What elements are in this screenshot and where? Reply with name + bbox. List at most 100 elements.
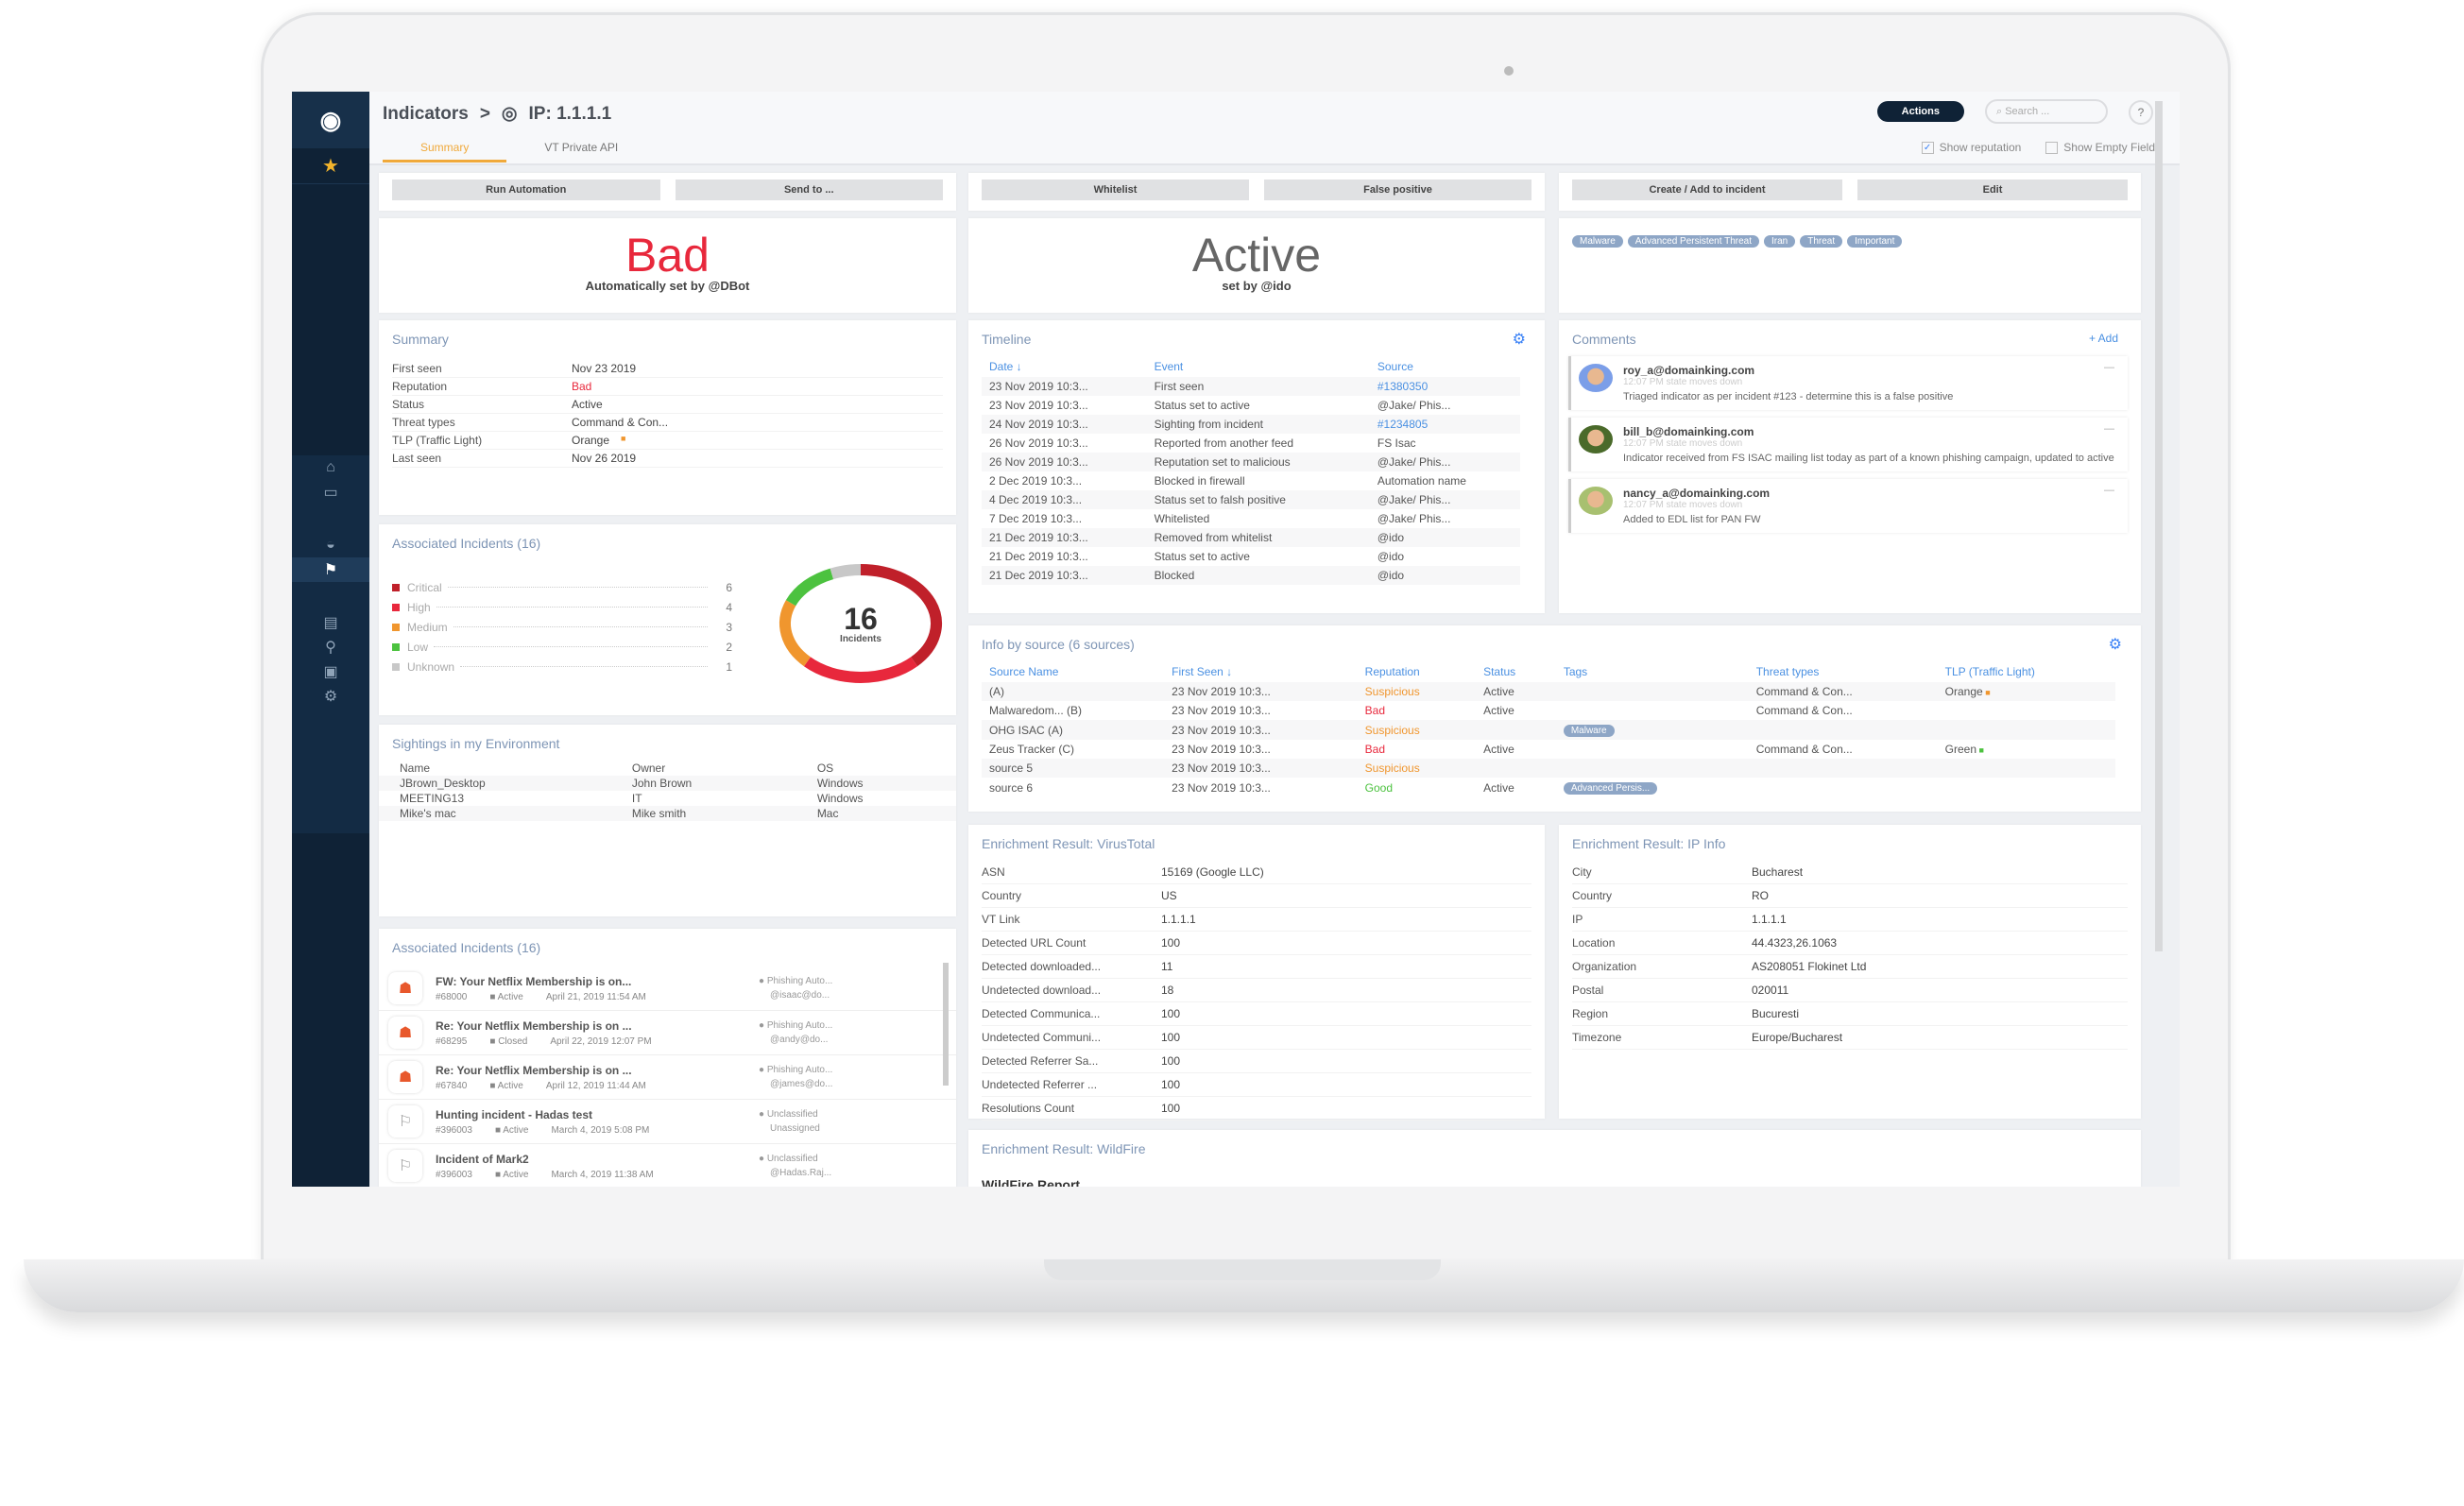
column-header[interactable]: TLP (Traffic Light) xyxy=(1944,665,2035,678)
incidents-icon[interactable]: ◒ xyxy=(326,537,335,553)
incident-name[interactable]: Hunting incident - Hadas test xyxy=(436,1107,593,1121)
column-header[interactable]: Source xyxy=(1377,360,1413,373)
show-empty-fields-checkbox[interactable]: Show Empty Fields xyxy=(2045,141,2161,155)
table-row[interactable]: Mike's mac Mike smith Mac xyxy=(379,806,956,821)
edit-button[interactable]: Edit xyxy=(1857,180,2128,200)
tag[interactable]: Advanced Persistent Threat xyxy=(1627,235,1760,248)
donut-segment-unknown[interactable] xyxy=(830,564,862,580)
comment-user[interactable]: roy_a@domainking.com xyxy=(1623,364,1755,377)
search-input[interactable]: ⌕ Search ... xyxy=(1985,99,2108,124)
table-row[interactable]: Malwaredom... (B) 23 Nov 2019 10:3... Bad A… xyxy=(982,701,2115,720)
incident-name[interactable]: Incident of Mark2 xyxy=(436,1152,529,1166)
help-button[interactable]: ? xyxy=(2129,100,2153,125)
table-row[interactable]: 21 Dec 2019 10:3... Blocked @ido xyxy=(982,566,1520,585)
column-header[interactable]: Event xyxy=(1154,360,1184,373)
legend-item[interactable]: Unknown 1 xyxy=(392,657,732,676)
tab-vt-private-api[interactable]: VT Private API xyxy=(544,141,619,154)
incident-item[interactable]: ⚐ Incident of Mark2 #396003 ■ Active March 4… xyxy=(379,1144,956,1187)
legend-item[interactable]: Critical 6 xyxy=(392,577,732,597)
table-row[interactable]: 26 Nov 2019 10:3... Reputation set to mal… xyxy=(982,453,1520,471)
tag[interactable]: Iran xyxy=(1764,235,1796,248)
integrations-icon[interactable]: ▣ xyxy=(323,664,338,680)
table-cell: @Jake/ Phis... xyxy=(1369,490,1520,509)
create-add-incident-button[interactable]: Create / Add to incident xyxy=(1572,180,1842,200)
home-icon[interactable]: ⌂ xyxy=(326,459,335,475)
donut-segment-critical[interactable] xyxy=(860,564,942,667)
add-comment-button[interactable]: + Add xyxy=(2088,332,2118,345)
tag[interactable]: Threat xyxy=(1800,235,1843,248)
comment-menu-icon[interactable]: — xyxy=(2104,362,2114,373)
table-row[interactable]: 7 Dec 2019 10:3... Whitelisted @Jake/ Phis… xyxy=(982,509,1520,528)
incident-name[interactable]: FW: Your Netflix Membership is on... xyxy=(436,974,632,988)
comment-user[interactable]: bill_b@domainking.com xyxy=(1623,425,1754,438)
donut-segment-low[interactable] xyxy=(785,568,834,607)
settings-icon[interactable]: ⚙ xyxy=(323,689,338,705)
incident-name[interactable]: Re: Your Netflix Membership is on ... xyxy=(436,1063,632,1077)
table-row[interactable]: JBrown_Desktop John Brown Windows xyxy=(379,776,956,791)
column-header[interactable]: Status xyxy=(1483,665,1516,678)
source-settings-icon[interactable]: ⚙ xyxy=(2108,637,2122,653)
column-header[interactable]: Owner xyxy=(631,762,666,775)
tag[interactable]: Malware xyxy=(1572,235,1623,248)
table-cell: Malware xyxy=(1555,720,1749,740)
tag[interactable]: Malware xyxy=(1563,725,1615,737)
dashboard-icon[interactable]: ▭ xyxy=(323,485,338,501)
table-row[interactable]: (A) 23 Nov 2019 10:3... Suspicious Active Co… xyxy=(982,682,2115,701)
legend-item[interactable]: Medium 3 xyxy=(392,617,732,637)
incident-item[interactable]: ☗ FW: Your Netflix Membership is on... #68… xyxy=(379,967,956,1011)
table-row[interactable]: 21 Dec 2019 10:3... Removed from whitelis… xyxy=(982,528,1520,547)
table-row[interactable]: MEETING13 IT Windows xyxy=(379,791,956,806)
incident-item[interactable]: ☗ Re: Your Netflix Membership is on ... #6… xyxy=(379,1011,956,1055)
column-header[interactable]: Reputation xyxy=(1364,665,1420,678)
table-cell: 23 Nov 2019 10:3... xyxy=(1172,743,1271,756)
table-row[interactable]: source 6 23 Nov 2019 10:3... Good Active Adv… xyxy=(982,778,2115,797)
tag[interactable]: Important xyxy=(1847,235,1903,248)
column-header[interactable]: Name xyxy=(400,762,431,775)
comment-menu-icon[interactable]: — xyxy=(2104,423,2114,435)
table-cell: (A) xyxy=(982,682,1165,701)
table-row[interactable]: 23 Nov 2019 10:3... Status set to active @… xyxy=(982,396,1520,415)
page-scrollbar[interactable] xyxy=(2155,101,2163,951)
tag[interactable]: Advanced Persis... xyxy=(1563,782,1658,795)
comment-user[interactable]: nancy_a@domainking.com xyxy=(1623,487,1771,500)
table-row[interactable]: 26 Nov 2019 10:3... Reported from another… xyxy=(982,434,1520,453)
incident-item[interactable]: ☗ Re: Your Netflix Membership is on ... #6… xyxy=(379,1055,956,1100)
field-row: IP 1.1.1.1 xyxy=(1572,908,2128,932)
incidents-scrollbar[interactable] xyxy=(943,963,949,1086)
column-header[interactable]: Date ↓ xyxy=(989,360,1022,373)
table-row[interactable]: 2 Dec 2019 10:3... Blocked in firewall Aut… xyxy=(982,471,1520,490)
actions-button[interactable]: Actions xyxy=(1876,101,1964,122)
whitelist-button[interactable]: Whitelist xyxy=(982,180,1249,200)
breadcrumb-indicators[interactable]: Indicators xyxy=(383,103,469,124)
table-row[interactable]: source 5 23 Nov 2019 10:3... Suspicious xyxy=(982,759,2115,778)
jobs-icon[interactable]: ▤ xyxy=(323,615,338,631)
table-row[interactable]: 21 Dec 2019 10:3... Status set to active @… xyxy=(982,547,1520,566)
false-positive-button[interactable]: False positive xyxy=(1264,180,1531,200)
tab-summary[interactable]: Summary xyxy=(383,137,507,163)
playbooks-icon[interactable]: ⚲ xyxy=(325,640,336,656)
send-to-button[interactable]: Send to ... xyxy=(675,180,943,200)
donut-segment-high[interactable] xyxy=(803,657,918,683)
legend-item[interactable]: High 4 xyxy=(392,597,732,617)
star-icon[interactable]: ★ xyxy=(292,148,369,184)
legend-item[interactable]: Low 2 xyxy=(392,637,732,657)
column-header[interactable]: First Seen ↓ xyxy=(1172,665,1233,678)
donut-segment-medium[interactable] xyxy=(779,600,812,667)
table-row[interactable]: Zeus Tracker (C) 23 Nov 2019 10:3... Bad Ac… xyxy=(982,740,2115,759)
incident-name[interactable]: Re: Your Netflix Membership is on ... xyxy=(436,1018,632,1033)
run-automation-button[interactable]: Run Automation xyxy=(392,180,660,200)
column-header[interactable]: Tags xyxy=(1563,665,1588,678)
column-header[interactable]: Threat types xyxy=(1755,665,1820,678)
incident-item[interactable]: ⚐ Hunting incident - Hadas test #396003 ■ A… xyxy=(379,1100,956,1144)
timeline-settings-icon[interactable]: ⚙ xyxy=(1512,332,1526,348)
table-row[interactable]: 4 Dec 2019 10:3... Status set to falsh po… xyxy=(982,490,1520,509)
logo-icon[interactable]: ◉ xyxy=(292,92,369,148)
comment-menu-icon[interactable]: — xyxy=(2104,485,2114,496)
table-row[interactable]: OHG ISAC (A) 23 Nov 2019 10:3... Suspiciou… xyxy=(982,720,2115,740)
column-header[interactable]: Source Name xyxy=(989,665,1059,678)
show-reputation-checkbox[interactable]: ✓ Show reputation xyxy=(1921,141,2021,155)
column-header[interactable]: OS xyxy=(816,762,834,775)
table-row[interactable]: 23 Nov 2019 10:3... First seen #1380350 xyxy=(982,377,1520,396)
table-row[interactable]: 24 Nov 2019 10:3... Sighting from inciden… xyxy=(982,415,1520,434)
indicators-icon[interactable]: ⚑ xyxy=(292,557,369,582)
